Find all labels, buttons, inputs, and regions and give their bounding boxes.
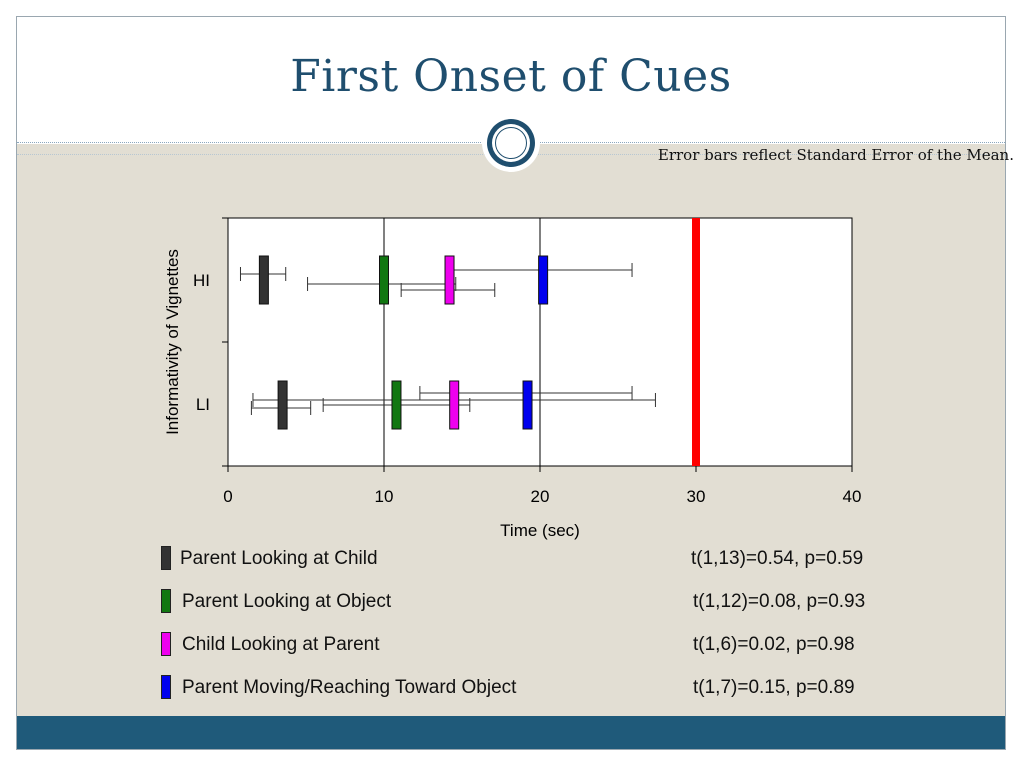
legend-stat: t(1,13)=0.54, p=0.59 [691, 548, 864, 569]
legend-stat: t(1,12)=0.08, p=0.93 [693, 591, 866, 612]
mean-markers [258, 255, 549, 430]
y-axis: HI LI [193, 217, 228, 467]
mean-marker [522, 380, 533, 430]
legend-stat: t(1,7)=0.15, p=0.89 [693, 677, 855, 698]
x-axis-label: Time (sec) [500, 521, 580, 540]
legend-label: Parent Looking at Child [180, 548, 378, 569]
legend-swatch [161, 546, 171, 570]
mean-marker [538, 255, 549, 305]
y-tick-label: HI [193, 271, 210, 290]
mean-marker [444, 255, 455, 305]
reference-line-30 [692, 218, 700, 466]
legend-item: Parent Looking at Object t(1,12)=0.08, p=… [145, 589, 905, 619]
y-tick-label: LI [196, 395, 210, 414]
mean-marker [379, 255, 389, 305]
x-tick-label: 0 [223, 487, 232, 506]
slide-title: First Onset of Cues [290, 51, 732, 102]
legend-item: Parent Moving/Reaching Toward Object t(1,… [145, 675, 905, 705]
error-bar-note: Error bars reflect Standard Error of the… [657, 146, 1014, 164]
legend-stat: t(1,6)=0.02, p=0.98 [693, 634, 855, 655]
legend-label: Child Looking at Parent [182, 634, 380, 655]
mean-marker [277, 380, 288, 430]
x-tick-label: 10 [375, 487, 394, 506]
x-axis: 0 10 20 30 40 [223, 466, 861, 506]
mean-marker [391, 380, 402, 430]
legend-item: Child Looking at Parent t(1,6)=0.02, p=0.… [145, 632, 905, 662]
legend-swatch [161, 632, 171, 656]
reference-line [692, 218, 700, 466]
legend-item: Parent Looking at Child t(1,13)=0.54, p=0… [145, 546, 905, 576]
mean-marker [258, 255, 269, 305]
legend-label: Parent Moving/Reaching Toward Object [182, 677, 517, 698]
footer-bar [17, 716, 1005, 749]
legend-swatch [161, 675, 171, 699]
legend-label: Parent Looking at Object [182, 591, 392, 612]
x-tick-label: 20 [531, 487, 550, 506]
ornament-inner-ring [495, 127, 527, 159]
mean-marker [449, 380, 460, 430]
y-axis-label: Informativity of Vignettes [163, 249, 182, 435]
x-tick-label: 40 [843, 487, 862, 506]
legend-swatch [161, 589, 171, 613]
x-tick-label: 30 [687, 487, 706, 506]
